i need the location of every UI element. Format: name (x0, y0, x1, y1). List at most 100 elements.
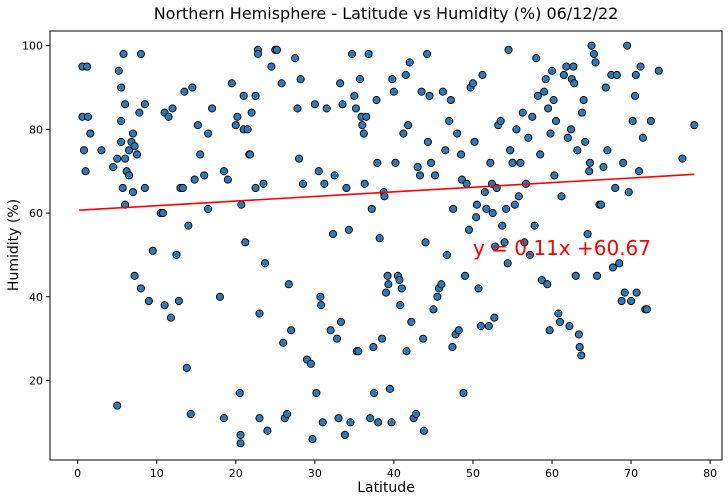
data-point (537, 275, 546, 285)
data-point (391, 158, 400, 167)
data-point (174, 296, 183, 306)
data-point (520, 238, 529, 247)
data-point (364, 49, 373, 59)
data-point (294, 154, 304, 163)
data-point (502, 204, 511, 213)
data-point (512, 125, 521, 134)
data-point (630, 91, 640, 100)
data-point (284, 280, 293, 289)
data-point (260, 259, 270, 268)
data-point (415, 171, 425, 180)
data-point (603, 146, 612, 155)
data-point (130, 142, 139, 151)
data-point (355, 75, 364, 84)
y-tick-label: 20 (29, 374, 43, 387)
data-point (654, 66, 663, 75)
data-point (543, 280, 552, 289)
data-point (236, 430, 245, 439)
data-point (566, 125, 576, 134)
data-point (193, 121, 202, 130)
data-point (219, 414, 228, 423)
data-point (541, 75, 550, 84)
data-point (380, 192, 389, 201)
data-point (227, 79, 236, 88)
data-point (545, 326, 554, 335)
data-point (83, 112, 92, 121)
data-point (81, 167, 90, 176)
data-point (291, 54, 300, 63)
data-point (121, 100, 130, 109)
data-point (559, 70, 568, 79)
data-point (585, 158, 595, 167)
data-point (570, 79, 579, 88)
data-point (528, 112, 537, 121)
data-point (259, 179, 268, 188)
data-point (342, 183, 351, 193)
data-point (401, 70, 410, 79)
data-point (340, 430, 349, 439)
data-point (632, 288, 641, 297)
data-point (411, 409, 421, 419)
data-point (631, 70, 640, 79)
data-point (461, 271, 470, 280)
data-point (476, 322, 485, 331)
data-point (267, 62, 276, 71)
data-point (310, 100, 319, 109)
data-point (204, 204, 213, 213)
x-axis-title: Latitude (357, 480, 415, 496)
data-point (204, 129, 213, 138)
data-point (405, 58, 414, 67)
data-point (208, 104, 217, 113)
data-point (245, 150, 255, 159)
data-point (322, 104, 331, 113)
data-point (462, 179, 471, 188)
data-point (646, 116, 655, 126)
data-point (395, 275, 404, 285)
data-point (524, 133, 533, 142)
data-point (117, 137, 126, 146)
data-point (407, 317, 416, 326)
data-point (184, 221, 193, 230)
data-point (612, 70, 621, 79)
data-point (549, 96, 558, 105)
data-point (569, 62, 578, 71)
x-tick-label: 60 (545, 467, 559, 480)
x-tick-label: 30 (308, 467, 322, 480)
data-point (498, 221, 507, 230)
data-point (484, 322, 493, 331)
data-point (678, 154, 687, 163)
regression-layer (79, 173, 695, 211)
data-point (583, 229, 592, 239)
data-point (516, 158, 525, 167)
data-point (514, 192, 523, 201)
data-point (506, 146, 515, 155)
data-point (338, 100, 347, 109)
x-tick-label: 70 (624, 467, 638, 480)
data-point (114, 66, 123, 75)
data-point (571, 271, 580, 280)
data-point (536, 150, 545, 159)
data-point (306, 359, 315, 368)
data-point (239, 91, 248, 100)
data-point (399, 129, 408, 138)
data-point (533, 91, 542, 100)
data-point (117, 83, 126, 92)
data-point (296, 75, 305, 84)
data-point (445, 116, 454, 126)
data-point (617, 296, 626, 306)
data-point (215, 292, 225, 301)
data-point (628, 116, 637, 126)
y-tick-label: 100 (22, 40, 43, 53)
data-point (148, 246, 157, 255)
data-point (388, 75, 397, 84)
data-point (136, 284, 145, 293)
data-point (480, 188, 489, 197)
data-point (397, 284, 406, 293)
data-point (427, 158, 436, 167)
data-point (263, 426, 272, 435)
data-point (425, 91, 434, 100)
data-point (518, 108, 527, 117)
data-point (287, 326, 296, 335)
data-point (283, 409, 292, 419)
data-point (247, 108, 256, 117)
